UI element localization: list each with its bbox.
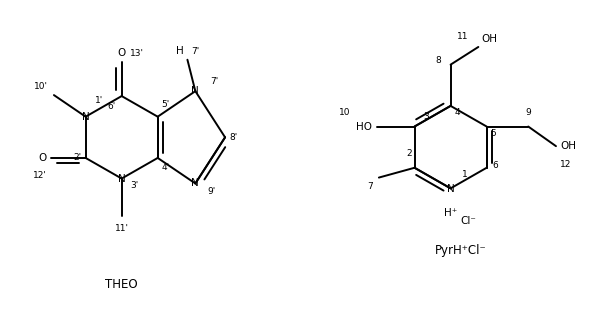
Text: 9: 9 xyxy=(526,108,531,117)
Text: PyrH⁺Cl⁻: PyrH⁺Cl⁻ xyxy=(434,244,487,257)
Text: OH: OH xyxy=(560,141,576,151)
Text: 2: 2 xyxy=(407,149,412,158)
Text: THEO: THEO xyxy=(106,278,138,291)
Text: H⁺: H⁺ xyxy=(444,208,457,218)
Text: 8': 8' xyxy=(229,133,237,142)
Text: 12': 12' xyxy=(33,171,47,180)
Text: 1': 1' xyxy=(95,96,103,105)
Text: N: N xyxy=(118,174,125,184)
Text: 7: 7 xyxy=(367,181,373,191)
Text: 3: 3 xyxy=(424,112,429,121)
Text: H: H xyxy=(176,46,184,56)
Text: 5: 5 xyxy=(491,129,496,138)
Text: 7': 7' xyxy=(191,47,200,56)
Text: 3': 3' xyxy=(131,180,139,189)
Text: 13': 13' xyxy=(130,49,143,58)
Text: 10': 10' xyxy=(34,82,48,91)
Text: 5': 5' xyxy=(161,100,170,109)
Text: O: O xyxy=(39,153,47,163)
Text: OH: OH xyxy=(481,34,497,44)
Text: 4': 4' xyxy=(161,163,170,172)
Text: 11: 11 xyxy=(457,32,469,41)
Text: 10: 10 xyxy=(338,108,350,117)
Text: N: N xyxy=(191,86,199,96)
Text: 7': 7' xyxy=(210,77,218,86)
Text: 6': 6' xyxy=(107,102,116,111)
Text: N: N xyxy=(191,179,199,188)
Text: 2': 2' xyxy=(74,154,82,163)
Text: Cl⁻: Cl⁻ xyxy=(460,216,476,226)
Text: 6: 6 xyxy=(493,161,499,170)
Text: 12: 12 xyxy=(560,160,571,169)
Text: 9': 9' xyxy=(207,187,215,197)
Text: 4: 4 xyxy=(455,108,460,117)
Text: 11': 11' xyxy=(115,224,128,233)
Text: N: N xyxy=(82,112,89,122)
Text: 8: 8 xyxy=(435,56,440,65)
Text: 1: 1 xyxy=(461,170,467,179)
Text: N: N xyxy=(447,184,454,194)
Text: HO: HO xyxy=(356,121,372,132)
Text: O: O xyxy=(118,48,126,58)
